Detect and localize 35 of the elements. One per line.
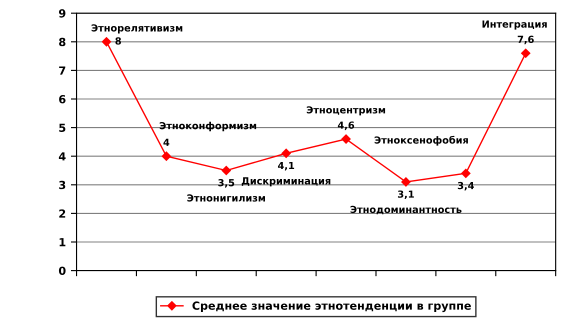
y-tick-label: 7 — [59, 66, 66, 75]
data-label: 8 — [115, 37, 121, 45]
y-tick-label: 6 — [59, 94, 66, 104]
data-label: 4,1 — [278, 162, 294, 170]
data-label: 7,6 — [518, 36, 534, 44]
annotation: Этнодоминантность — [350, 206, 462, 214]
data-label: 3,4 — [458, 182, 474, 190]
data-label: 4,6 — [338, 121, 354, 130]
point — [162, 152, 172, 161]
data-label: 3,5 — [218, 179, 234, 188]
annotation: Этнонигилизм — [187, 194, 266, 202]
point — [461, 168, 470, 178]
point — [521, 48, 530, 58]
point — [401, 177, 411, 187]
y-tick-label: 1 — [60, 238, 66, 246]
annotation: Дискриминация — [242, 177, 330, 186]
legend-label: Среднее значение этнотенденции в группе — [192, 301, 471, 312]
y-tick-label: 3 — [59, 180, 66, 190]
y-tick-label: 4 — [58, 152, 66, 160]
y-tick-label: 5 — [59, 124, 66, 132]
data-label: 3,1 — [398, 190, 414, 200]
annotation: Интеграция — [482, 20, 547, 30]
y-tick-label: 8 — [59, 38, 66, 46]
point — [102, 37, 112, 46]
point — [341, 134, 351, 144]
annotation: Этноцентризм — [306, 106, 386, 116]
annotation: Этнорелятивизм — [92, 24, 182, 34]
data-label: 4 — [163, 138, 170, 146]
point — [222, 166, 231, 176]
annotation: Этноксенофобия — [374, 136, 468, 146]
annotation: Этноконформизм — [160, 122, 256, 132]
y-tick-label: 9 — [58, 9, 66, 18]
y-tick-label: 2 — [59, 209, 66, 218]
point — [282, 148, 291, 158]
y-tick-label: 0 — [58, 266, 66, 275]
